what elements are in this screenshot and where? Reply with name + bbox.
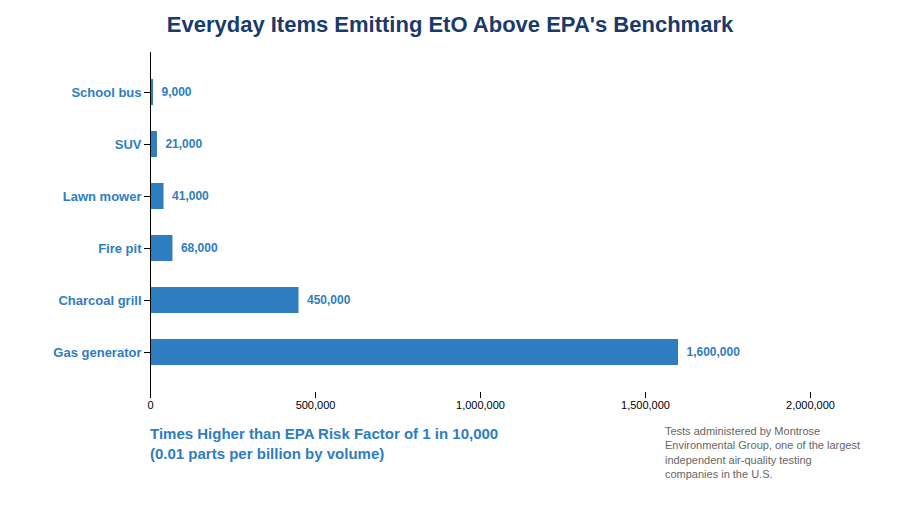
html-text:Everyday Items Emitting EtO Ab: Everyday Items Emitting EtO Above EPA's … bbox=[166, 12, 734, 37]
svg-text:21,000: 21,000 bbox=[165, 137, 202, 151]
svg-text:450,000: 450,000 bbox=[307, 293, 351, 307]
svg-text:Charcoal grill: Charcoal grill bbox=[58, 293, 141, 308]
svg-text:1,600,000: 1,600,000 bbox=[687, 345, 741, 359]
svg-text:68,000: 68,000 bbox=[181, 241, 218, 255]
svg-text:Lawn mower: Lawn mower bbox=[63, 189, 142, 204]
svg-text:9,000: 9,000 bbox=[161, 85, 191, 99]
html-text:Tests administered by Montrose: Tests administered by Montrose Environme… bbox=[664, 425, 860, 480]
svg-text:0: 0 bbox=[147, 399, 153, 411]
svg-text:School bus: School bus bbox=[71, 85, 141, 100]
svg-text:SUV: SUV bbox=[115, 137, 142, 152]
svg-text:Gas generator: Gas generator bbox=[53, 345, 141, 360]
svg-text:1,000,000: 1,000,000 bbox=[456, 399, 505, 411]
svg-text:Fire pit: Fire pit bbox=[98, 241, 142, 256]
html-text:Times Higher than EPA Risk Fac: Times Higher than EPA Risk Factor of 1 i… bbox=[150, 425, 499, 463]
svg-text:2,000,000: 2,000,000 bbox=[786, 399, 835, 411]
svg-text:1,500,000: 1,500,000 bbox=[621, 399, 670, 411]
svg-text:41,000: 41,000 bbox=[172, 189, 209, 203]
svg-text:500,000: 500,000 bbox=[296, 399, 336, 411]
